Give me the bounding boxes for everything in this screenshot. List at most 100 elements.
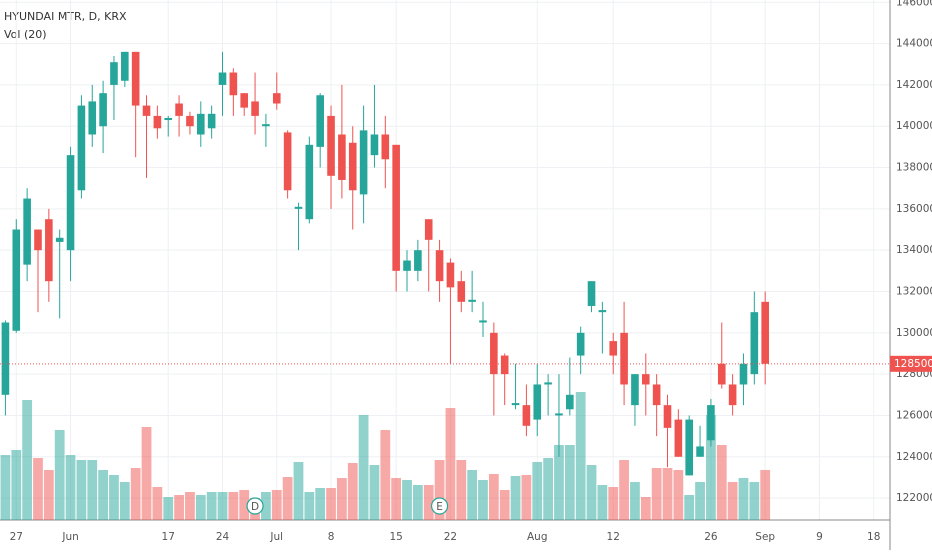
volume-bar bbox=[716, 445, 727, 520]
volume-bar bbox=[206, 492, 217, 520]
candle-body bbox=[414, 250, 422, 271]
volume-bar bbox=[543, 458, 553, 520]
candle-body bbox=[55, 237, 64, 242]
volume-bar bbox=[662, 468, 673, 520]
volume-bar bbox=[293, 462, 304, 520]
candle-body bbox=[1, 322, 10, 395]
volume-bar bbox=[456, 460, 467, 520]
y-tick-label: 134000.0 bbox=[896, 244, 932, 256]
volume-bar bbox=[174, 495, 184, 520]
candle-body bbox=[272, 93, 281, 104]
volume-bar bbox=[597, 485, 608, 520]
volume-bar bbox=[54, 430, 65, 520]
candle-body bbox=[685, 419, 694, 476]
y-tick-label: 140000.0 bbox=[896, 120, 932, 132]
volume-bar bbox=[706, 415, 716, 520]
x-tick-label: 24 bbox=[216, 531, 230, 543]
volume-bar bbox=[727, 482, 738, 520]
volume-bar bbox=[152, 487, 163, 520]
candle-body bbox=[500, 355, 509, 375]
x-tick-label: 12 bbox=[607, 531, 620, 543]
volume-bar bbox=[22, 400, 33, 520]
y-tick-label: 144000.0 bbox=[896, 38, 932, 50]
event-marker bbox=[246, 497, 264, 515]
candle-body bbox=[305, 144, 314, 220]
candle-body bbox=[348, 142, 357, 191]
candle-body bbox=[696, 446, 704, 457]
volume-bar bbox=[163, 497, 174, 520]
volume-bar bbox=[0, 455, 11, 520]
x-tick-label: 18 bbox=[867, 531, 880, 543]
volume-bar bbox=[738, 478, 749, 520]
candle-body bbox=[196, 113, 205, 135]
volume-bar bbox=[402, 480, 412, 520]
candle-body bbox=[522, 405, 531, 426]
y-tick-label: 124000.0 bbox=[896, 451, 932, 463]
candle-body bbox=[121, 51, 129, 81]
volume-bar bbox=[640, 497, 651, 520]
candle-body bbox=[674, 419, 683, 457]
candle-body bbox=[424, 219, 433, 240]
volume-bar bbox=[651, 468, 662, 520]
y-tick-label: 132000.0 bbox=[896, 286, 932, 298]
x-tick-label: 15 bbox=[389, 531, 402, 543]
candle-body bbox=[218, 72, 227, 85]
volume-bar bbox=[575, 392, 586, 520]
volume-bar bbox=[391, 478, 402, 520]
candle-body bbox=[598, 310, 607, 313]
x-tick-label: Jun bbox=[61, 531, 78, 543]
candle-body bbox=[403, 260, 411, 271]
x-tick-label: Jul bbox=[269, 531, 283, 543]
y-tick-label: 136000.0 bbox=[896, 203, 932, 215]
candle-body bbox=[381, 134, 390, 160]
chart-title: HYUNDAI MTR, D, KRX bbox=[4, 10, 127, 23]
candle-body bbox=[631, 374, 639, 406]
candle-body bbox=[468, 299, 476, 302]
event-label: D bbox=[251, 501, 259, 513]
candle-body bbox=[717, 363, 726, 385]
candle-body bbox=[479, 320, 487, 323]
candle-body bbox=[240, 93, 249, 108]
candle-body bbox=[359, 130, 368, 195]
candle-body bbox=[88, 101, 97, 135]
volume-bar bbox=[358, 415, 369, 520]
volume-bar bbox=[109, 475, 119, 520]
volume-bar bbox=[554, 445, 564, 520]
candle-body bbox=[739, 363, 748, 385]
volume-bar bbox=[76, 460, 87, 520]
volume-bar bbox=[749, 482, 760, 520]
volume-bar bbox=[347, 463, 358, 520]
volume-bar bbox=[239, 490, 250, 520]
x-tick-label: 9 bbox=[816, 531, 823, 543]
candle-body bbox=[110, 62, 118, 85]
volume-bar bbox=[369, 465, 380, 520]
volume-bar bbox=[467, 470, 478, 520]
volume-bar bbox=[412, 485, 423, 520]
volume-bar bbox=[11, 450, 22, 520]
last-price-label: 128500.0 bbox=[894, 358, 932, 370]
candle-body bbox=[370, 134, 379, 156]
y-tick-label: 138000.0 bbox=[896, 162, 932, 174]
candle-body bbox=[533, 384, 542, 420]
volume-bar bbox=[380, 430, 391, 520]
volume-bar bbox=[684, 495, 695, 520]
volume-bar bbox=[304, 492, 315, 520]
candle-body bbox=[728, 384, 737, 406]
volume-bar bbox=[564, 445, 575, 520]
candle-body bbox=[66, 155, 75, 251]
x-tick-label: 22 bbox=[444, 531, 457, 543]
candle-body bbox=[251, 101, 259, 116]
candle-body bbox=[175, 103, 183, 116]
y-tick-label: 122000.0 bbox=[896, 492, 932, 504]
candle-body bbox=[142, 105, 151, 116]
candle-body bbox=[338, 134, 346, 180]
candle-body bbox=[587, 281, 596, 306]
volume-bar bbox=[510, 476, 521, 520]
candle-body bbox=[34, 229, 42, 251]
volume-bar bbox=[326, 488, 336, 520]
volume-bar bbox=[195, 495, 206, 520]
candle-body bbox=[316, 95, 324, 147]
candle-body bbox=[555, 413, 563, 416]
volume-bar bbox=[217, 492, 228, 520]
candle-body bbox=[392, 144, 400, 271]
